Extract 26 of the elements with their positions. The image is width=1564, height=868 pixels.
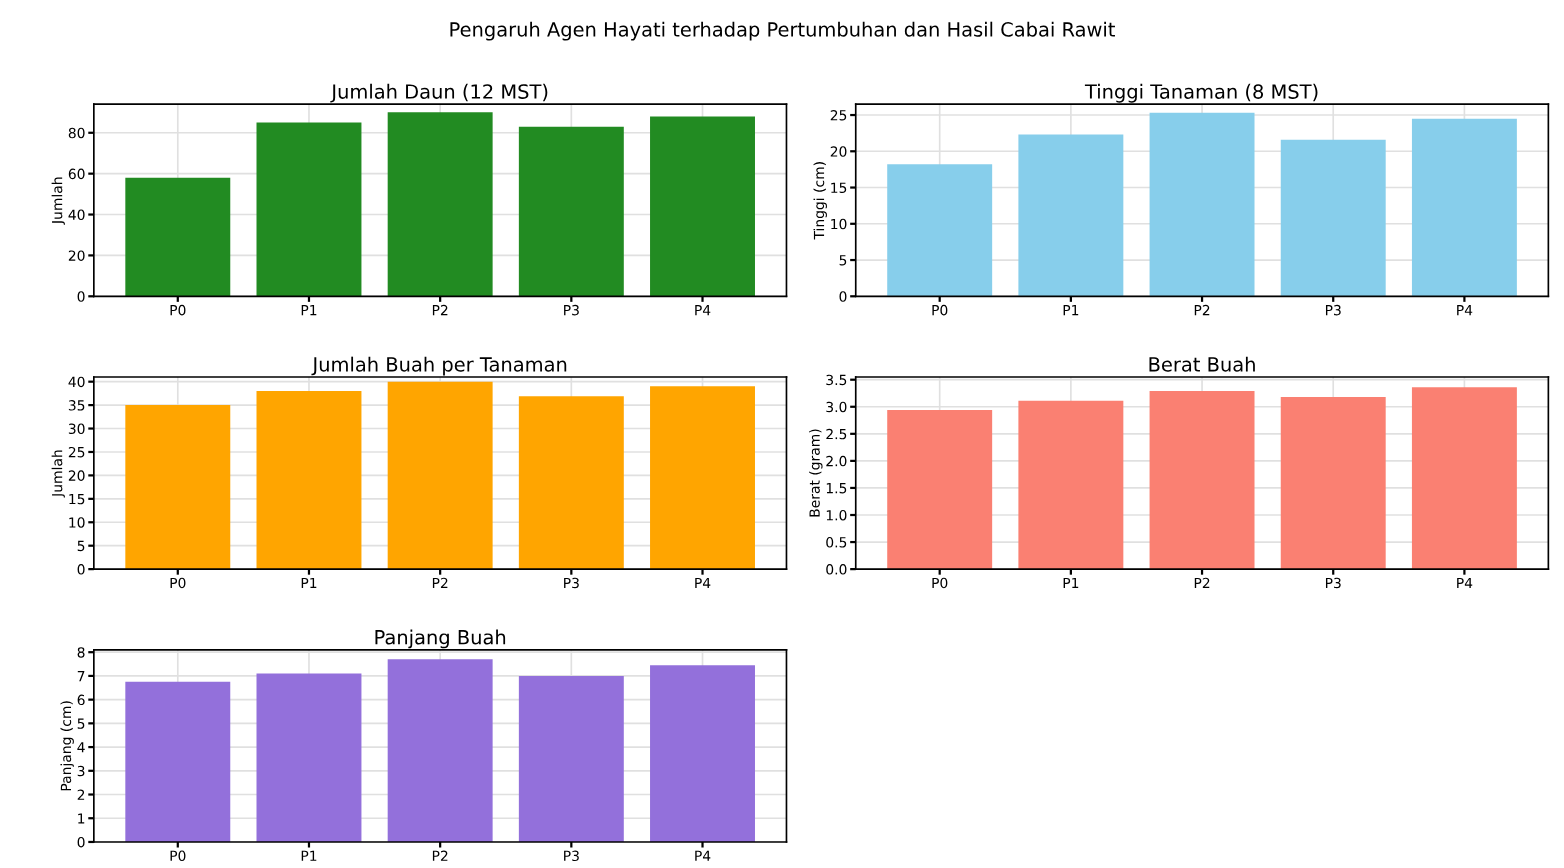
bar xyxy=(125,177,231,297)
bar xyxy=(1149,112,1255,297)
bar xyxy=(387,659,493,842)
chart-title: Panjang Buah xyxy=(375,629,506,649)
bar xyxy=(1411,387,1517,570)
bar xyxy=(887,164,993,297)
bar xyxy=(518,675,624,842)
bar xyxy=(887,410,993,570)
chart-title: Jumlah Daun (12 MST) xyxy=(330,83,548,103)
bar xyxy=(650,116,755,297)
chart-title: Berat Buah xyxy=(1149,356,1255,372)
text: Pengaruh Agen Hayati terhadap Pertumbuhan dan Hasil Cabai Rawit xyxy=(450,21,1115,41)
bar xyxy=(1280,397,1386,570)
bar xyxy=(256,122,362,297)
bar xyxy=(650,665,755,842)
bar xyxy=(1280,139,1386,297)
bar xyxy=(387,112,493,297)
bar xyxy=(1018,134,1124,297)
bar xyxy=(1018,400,1124,570)
bar xyxy=(125,681,231,842)
bar xyxy=(256,673,362,842)
chart-title: Tinggi Tanaman (8 MST) xyxy=(1084,83,1318,103)
bar xyxy=(1411,118,1517,297)
bar xyxy=(1149,391,1255,570)
bar xyxy=(518,126,624,297)
chart-title: Jumlah Buah per Tanaman xyxy=(311,356,567,376)
